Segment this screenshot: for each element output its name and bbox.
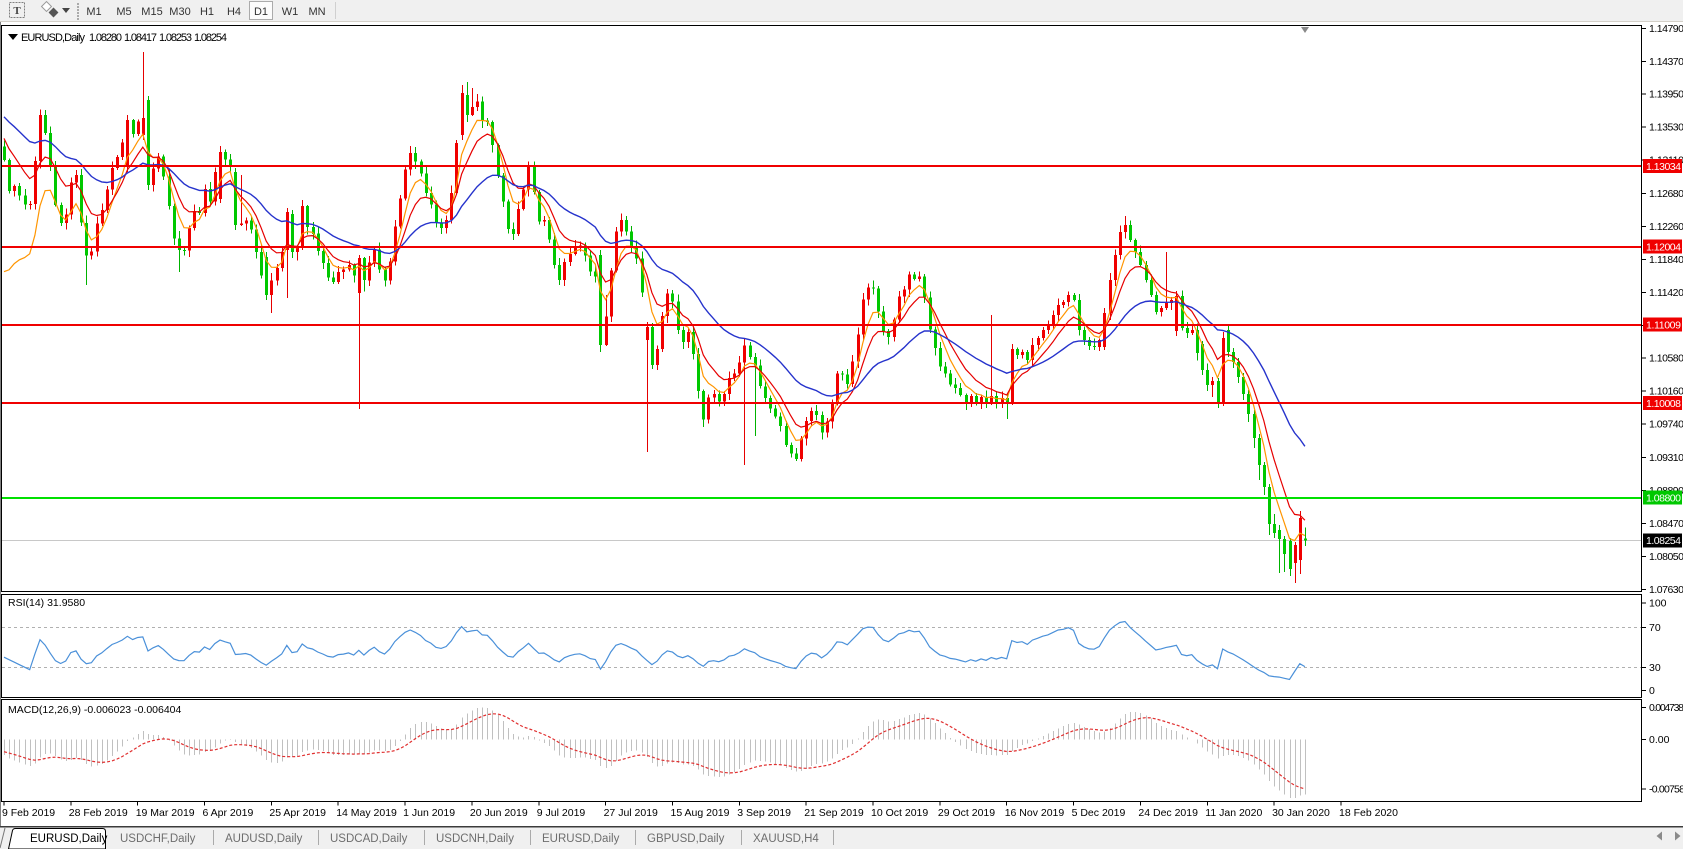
svg-text:30: 30 — [1649, 662, 1661, 674]
svg-text:11 Jan 2020: 11 Jan 2020 — [1205, 807, 1262, 819]
svg-text:1.07630: 1.07630 — [1649, 584, 1683, 596]
svg-text:1.10008: 1.10008 — [1646, 398, 1681, 410]
svg-text:1.09740: 1.09740 — [1649, 419, 1683, 431]
svg-text:1.13034: 1.13034 — [1646, 161, 1681, 173]
svg-text:MN: MN — [308, 6, 325, 18]
svg-text:1.14370: 1.14370 — [1649, 56, 1683, 68]
svg-text:14 May 2019: 14 May 2019 — [336, 807, 397, 819]
svg-text:USDCHF,Daily: USDCHF,Daily — [120, 833, 196, 845]
svg-text:1 Jun 2019: 1 Jun 2019 — [403, 807, 455, 819]
svg-text:H4: H4 — [227, 6, 241, 18]
svg-text:15 Aug 2019: 15 Aug 2019 — [671, 807, 730, 819]
svg-text:1.11840: 1.11840 — [1649, 254, 1683, 266]
svg-text:W1: W1 — [282, 6, 299, 18]
svg-text:1.12004: 1.12004 — [1646, 242, 1681, 254]
svg-text:USDCNH,Daily: USDCNH,Daily — [436, 833, 514, 845]
svg-text:29 Oct 2019: 29 Oct 2019 — [938, 807, 995, 819]
svg-text:EURUSD,Daily: EURUSD,Daily — [30, 833, 108, 845]
svg-text:RSI(14) 31.9580: RSI(14) 31.9580 — [8, 597, 85, 609]
svg-text:30 Jan 2020: 30 Jan 2020 — [1272, 807, 1330, 819]
svg-text:1.12260: 1.12260 — [1649, 221, 1683, 233]
svg-text:6 Apr 2019: 6 Apr 2019 — [203, 807, 254, 819]
svg-text:D1: D1 — [254, 6, 268, 18]
svg-text:1.13950: 1.13950 — [1649, 89, 1683, 101]
svg-text:0.004738: 0.004738 — [1649, 702, 1683, 714]
svg-text:9 Jul 2019: 9 Jul 2019 — [537, 807, 586, 819]
svg-text:3 Sep 2019: 3 Sep 2019 — [737, 807, 791, 819]
svg-text:EURUSD,Daily: EURUSD,Daily — [21, 32, 86, 44]
svg-text:1.08470: 1.08470 — [1649, 518, 1683, 530]
svg-text:M30: M30 — [169, 6, 190, 18]
svg-text:1.13530: 1.13530 — [1649, 122, 1683, 134]
svg-text:1.08050: 1.08050 — [1649, 551, 1683, 563]
svg-text:1.08417: 1.08417 — [124, 32, 157, 44]
svg-text:21 Sep 2019: 21 Sep 2019 — [804, 807, 864, 819]
svg-text:70: 70 — [1649, 622, 1661, 634]
svg-text:USDCAD,Daily: USDCAD,Daily — [330, 833, 408, 845]
svg-text:M15: M15 — [141, 6, 162, 18]
svg-text:1.08800: 1.08800 — [1646, 493, 1681, 505]
svg-text:1.11009: 1.11009 — [1646, 319, 1681, 331]
svg-text:19 Mar 2019: 19 Mar 2019 — [136, 807, 195, 819]
svg-text:EURUSD,Daily: EURUSD,Daily — [542, 833, 620, 845]
svg-text:M1: M1 — [86, 6, 101, 18]
svg-text:T: T — [13, 5, 21, 17]
svg-text:16 Nov 2019: 16 Nov 2019 — [1005, 807, 1065, 819]
svg-text:1.08254: 1.08254 — [1646, 535, 1681, 547]
svg-text:27 Jul 2019: 27 Jul 2019 — [604, 807, 658, 819]
svg-text:0.00: 0.00 — [1649, 734, 1670, 746]
svg-text:1.08253: 1.08253 — [159, 32, 192, 44]
svg-text:24 Dec 2019: 24 Dec 2019 — [1138, 807, 1198, 819]
svg-text:AUDUSD,Daily: AUDUSD,Daily — [225, 833, 303, 845]
svg-text:M5: M5 — [116, 6, 131, 18]
svg-text:MACD(12,26,9) -0.006023 -0.006: MACD(12,26,9) -0.006023 -0.006404 — [8, 704, 182, 716]
svg-text:1.10160: 1.10160 — [1649, 386, 1683, 398]
svg-text:XAUUSD,H4: XAUUSD,H4 — [753, 833, 819, 845]
svg-text:1.08280: 1.08280 — [89, 32, 122, 44]
svg-text:100: 100 — [1649, 597, 1667, 609]
svg-text:1.12680: 1.12680 — [1649, 188, 1683, 200]
svg-text:28 Feb 2019: 28 Feb 2019 — [69, 807, 128, 819]
svg-text:H1: H1 — [200, 6, 214, 18]
svg-text:20 Jun 2019: 20 Jun 2019 — [470, 807, 528, 819]
svg-text:1.14790: 1.14790 — [1649, 23, 1683, 35]
svg-text:9 Feb 2019: 9 Feb 2019 — [2, 807, 55, 819]
svg-text:1.11420: 1.11420 — [1649, 287, 1683, 299]
svg-text:18 Feb 2020: 18 Feb 2020 — [1339, 807, 1398, 819]
svg-text:25 Apr 2019: 25 Apr 2019 — [269, 807, 326, 819]
svg-text:-0.007584: -0.007584 — [1649, 783, 1683, 795]
svg-text:1.08254: 1.08254 — [194, 32, 227, 44]
svg-text:1.09310: 1.09310 — [1649, 452, 1683, 464]
svg-text:5 Dec 2019: 5 Dec 2019 — [1072, 807, 1126, 819]
svg-text:GBPUSD,Daily: GBPUSD,Daily — [647, 833, 725, 845]
svg-text:0: 0 — [1649, 685, 1655, 697]
svg-text:10 Oct 2019: 10 Oct 2019 — [871, 807, 928, 819]
svg-text:1.10580: 1.10580 — [1649, 353, 1683, 365]
